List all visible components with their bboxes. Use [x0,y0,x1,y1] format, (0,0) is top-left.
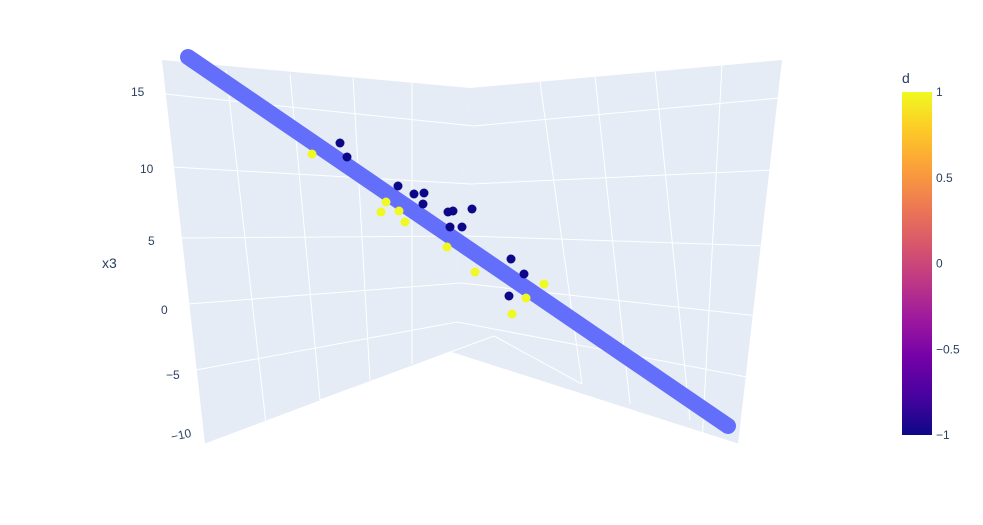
data-point[interactable] [335,138,345,148]
data-point[interactable] [381,197,391,207]
data-point[interactable] [445,222,455,232]
regression-line [180,49,736,434]
colorbar-tick-labels: 1 0.5 0 −0.5 −1 [936,85,960,442]
data-point[interactable] [400,217,410,227]
data-point[interactable] [442,242,452,252]
marker-series [307,138,549,319]
z-tick-label: 5 [148,234,155,248]
colorbar-tick-label: 0.5 [936,171,953,185]
data-point[interactable] [448,206,458,216]
line-series [180,49,736,434]
colorbar-gradient [902,92,932,435]
back-wall-left [162,60,470,444]
back-wall-right [450,60,782,444]
data-point[interactable] [394,206,404,216]
colorbar: d 1 0.5 0 −0.5 −1 [902,70,960,442]
data-point[interactable] [521,293,531,303]
colorbar-title: d [902,70,910,86]
z-tick-label: 15 [131,85,145,99]
data-point[interactable] [504,291,514,301]
data-point[interactable] [409,189,419,199]
data-point[interactable] [457,222,467,232]
data-point[interactable] [467,204,477,214]
colorbar-tick-label: −1 [936,428,950,442]
data-point[interactable] [393,181,403,191]
colorbar-tick-label: −0.5 [936,342,960,356]
data-point[interactable] [418,199,428,209]
z-tick-label: 0 [161,303,168,317]
z-tick-label: 10 [140,162,154,176]
data-point[interactable] [539,279,549,289]
data-point[interactable] [470,267,480,277]
z-axis-tick-labels: 15 10 5 0 −5 −10 [131,85,193,444]
data-point[interactable] [506,254,516,264]
data-point[interactable] [507,309,517,319]
z-tick-label: −10 [170,426,193,444]
z-axis-title: x3 [102,255,117,271]
colorbar-tick-label: 0 [936,257,943,271]
data-point[interactable] [419,188,429,198]
data-point[interactable] [342,152,352,162]
colorbar-tick-label: 1 [936,85,943,99]
data-point[interactable] [519,269,529,279]
z-tick-label: −5 [166,368,180,382]
data-point[interactable] [376,207,386,217]
data-point[interactable] [307,149,317,159]
